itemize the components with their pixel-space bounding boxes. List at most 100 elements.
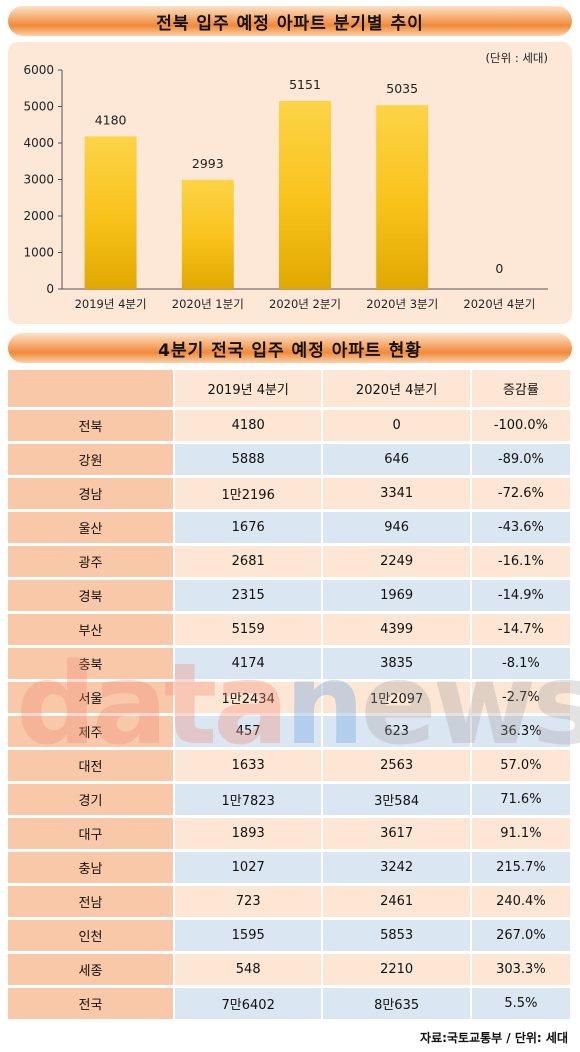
table-row: 경남 1만2196 3341 -72.6%	[8, 478, 572, 509]
region-cell: 전국	[8, 988, 175, 1019]
bar-value-label: 5035	[386, 81, 418, 96]
change-rate-cell: -2.7%	[471, 682, 572, 713]
value-2020q4-cell: 3341	[323, 478, 472, 509]
value-2019q4-cell: 1만2434	[175, 682, 324, 713]
x-tick-label: 2020년 1분기	[172, 297, 244, 311]
region-cell: 경남	[8, 478, 175, 509]
region-cell: 세종	[8, 954, 175, 985]
change-rate-cell: -100.0%	[471, 410, 572, 441]
region-cell: 전북	[8, 410, 175, 441]
value-2020q4-cell: 2563	[323, 750, 472, 781]
table-row: 대구 1893 3617 91.1%	[8, 818, 572, 849]
region-cell: 제주	[8, 716, 175, 747]
change-rate-cell: 5.5%	[471, 988, 572, 1019]
value-2020q4-cell: 646	[323, 444, 472, 475]
value-2020q4-cell: 4399	[323, 614, 472, 645]
value-2020q4-cell: 0	[323, 410, 472, 441]
unit-note: (단위 : 세대)	[485, 51, 548, 65]
value-2020q4-cell: 2461	[323, 886, 472, 917]
value-2020q4-cell: 5853	[323, 920, 472, 951]
value-2019q4-cell: 7만6402	[175, 988, 324, 1019]
value-2019q4-cell: 2315	[175, 580, 324, 611]
change-rate-cell: -14.7%	[471, 614, 572, 645]
region-cell: 대전	[8, 750, 175, 781]
y-tick-label: 1000	[23, 246, 54, 260]
change-rate-cell: 267.0%	[471, 920, 572, 951]
table-row: 대전 1633 2563 57.0%	[8, 750, 572, 781]
change-rate-cell: 215.7%	[471, 852, 572, 883]
header-cell-region	[8, 370, 175, 407]
region-cell: 전남	[8, 886, 175, 917]
table-row: 광주 2681 2249 -16.1%	[8, 546, 572, 577]
region-cell: 경북	[8, 580, 175, 611]
bar-value-label: 4180	[95, 112, 127, 127]
bar-chart: 0 1000 2000 3000 4000 5000 6000 4180 2019년 4분기 29…	[23, 63, 548, 311]
region-cell: 경기	[8, 784, 175, 815]
value-2019q4-cell: 1893	[175, 818, 324, 849]
change-rate-cell: 240.4%	[471, 886, 572, 917]
value-2020q4-cell: 3242	[323, 852, 472, 883]
value-2019q4-cell: 5888	[175, 444, 324, 475]
table-row: 경북 2315 1969 -14.9%	[8, 580, 572, 611]
value-2019q4-cell: 4174	[175, 648, 324, 679]
value-2020q4-cell: 2249	[323, 546, 472, 577]
table-title: 4분기 전국 입주 예정 아파트 현황	[158, 340, 422, 361]
header-cell-2020q4: 2020년 4분기	[323, 370, 472, 407]
table-body: 전북 4180 0 -100.0% 강원 5888 646 -89.0% 경남 1만2196 334…	[8, 410, 572, 1019]
value-2019q4-cell: 723	[175, 886, 324, 917]
change-rate-cell: -43.6%	[471, 512, 572, 543]
value-2019q4-cell: 4180	[175, 410, 324, 441]
y-tick-label: 3000	[23, 173, 54, 187]
change-rate-cell: -14.9%	[471, 580, 572, 611]
value-2019q4-cell: 5159	[175, 614, 324, 645]
region-cell: 부산	[8, 614, 175, 645]
table-row: 전남 723 2461 240.4%	[8, 886, 572, 917]
table-row: 부산 5159 4399 -14.7%	[8, 614, 572, 645]
region-cell: 인천	[8, 920, 175, 951]
chart-title: 전북 입주 예정 아파트 분기별 추이	[156, 13, 424, 34]
y-tick-label: 2000	[23, 209, 54, 223]
bar	[376, 105, 429, 289]
data-table: 2019년 4분기 2020년 4분기 증감률 전북 4180 0 -100.0% 강원…	[8, 367, 572, 1022]
table-title-banner: 4분기 전국 입주 예정 아파트 현황	[8, 333, 572, 363]
bar	[84, 136, 137, 289]
region-cell: 광주	[8, 546, 175, 577]
value-2020q4-cell: 3617	[323, 818, 472, 849]
value-2020q4-cell: 1만2097	[323, 682, 472, 713]
table-row: 인천 1595 5853 267.0%	[8, 920, 572, 951]
bar-value-label: 5151	[289, 77, 321, 92]
value-2020q4-cell: 1969	[323, 580, 472, 611]
change-rate-cell: 91.1%	[471, 818, 572, 849]
value-2019q4-cell: 548	[175, 954, 324, 985]
x-tick-label: 2020년 4분기	[463, 297, 535, 311]
value-2020q4-cell: 2210	[323, 954, 472, 985]
table-row: 서울 1만2434 1만2097 -2.7%	[8, 682, 572, 713]
table-row: 충남 1027 3242 215.7%	[8, 852, 572, 883]
value-2020q4-cell: 623	[323, 716, 472, 747]
bar	[181, 179, 234, 289]
value-2019q4-cell: 1595	[175, 920, 324, 951]
value-2019q4-cell: 1633	[175, 750, 324, 781]
header-cell-2019q4: 2019년 4분기	[175, 370, 324, 407]
value-2019q4-cell: 2681	[175, 546, 324, 577]
y-tick-label: 5000	[23, 100, 54, 114]
source-footer: 자료:국토교통부 / 단위: 세대	[420, 1031, 568, 1045]
value-2020q4-cell: 8만635	[323, 988, 472, 1019]
x-tick-label: 2020년 2분기	[269, 297, 341, 311]
change-rate-cell: -72.6%	[471, 478, 572, 509]
table-row: 세종 548 2210 303.3%	[8, 954, 572, 985]
value-2020q4-cell: 3835	[323, 648, 472, 679]
table-row: 경기 1만7823 3만584 71.6%	[8, 784, 572, 815]
table-row: 전국 7만6402 8만635 5.5%	[8, 988, 572, 1019]
region-cell: 울산	[8, 512, 175, 543]
change-rate-cell: 303.3%	[471, 954, 572, 985]
table-row: 전북 4180 0 -100.0%	[8, 410, 572, 441]
x-tick-label: 2019년 4분기	[75, 297, 147, 311]
change-rate-cell: 36.3%	[471, 716, 572, 747]
header-cell-change-rate: 증감률	[471, 370, 572, 407]
table-row: 제주 457 623 36.3%	[8, 716, 572, 747]
table-row: 충북 4174 3835 -8.1%	[8, 648, 572, 679]
region-cell: 서울	[8, 682, 175, 713]
value-2019q4-cell: 457	[175, 716, 324, 747]
y-tick-label: 4000	[23, 136, 54, 150]
